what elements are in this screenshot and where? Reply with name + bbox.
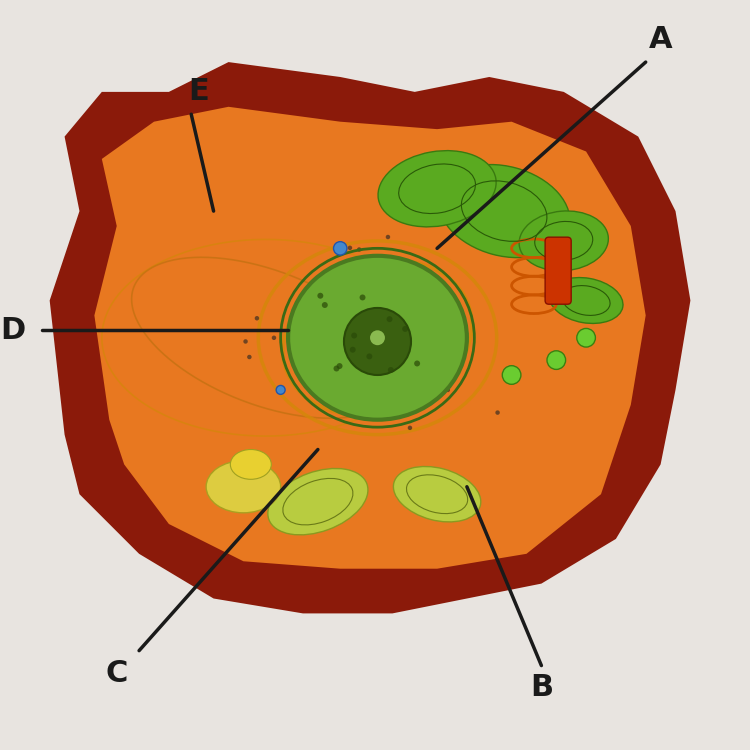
Ellipse shape: [547, 351, 566, 370]
Ellipse shape: [334, 242, 347, 255]
Ellipse shape: [359, 295, 365, 301]
Ellipse shape: [370, 330, 385, 345]
Ellipse shape: [272, 335, 276, 340]
Ellipse shape: [367, 353, 372, 359]
Text: A: A: [649, 26, 673, 54]
Ellipse shape: [288, 256, 467, 420]
Text: D: D: [0, 316, 25, 345]
Ellipse shape: [388, 367, 394, 373]
Ellipse shape: [386, 235, 390, 239]
Ellipse shape: [276, 386, 285, 394]
Ellipse shape: [451, 349, 455, 353]
Ellipse shape: [549, 278, 623, 323]
Polygon shape: [94, 106, 646, 568]
Ellipse shape: [255, 316, 260, 320]
Ellipse shape: [243, 339, 248, 344]
Ellipse shape: [322, 302, 328, 308]
Polygon shape: [50, 62, 691, 614]
Ellipse shape: [350, 346, 355, 352]
Ellipse shape: [317, 292, 323, 298]
Ellipse shape: [348, 245, 352, 250]
Ellipse shape: [394, 466, 481, 522]
Ellipse shape: [354, 394, 358, 399]
Ellipse shape: [344, 308, 411, 375]
Ellipse shape: [206, 460, 280, 513]
Ellipse shape: [334, 365, 340, 371]
Ellipse shape: [386, 316, 392, 322]
Text: E: E: [188, 77, 209, 106]
Ellipse shape: [248, 355, 251, 359]
Ellipse shape: [318, 344, 322, 349]
Ellipse shape: [495, 410, 500, 415]
Ellipse shape: [446, 388, 450, 392]
Ellipse shape: [378, 151, 496, 226]
Ellipse shape: [351, 332, 357, 338]
FancyBboxPatch shape: [545, 237, 572, 304]
Ellipse shape: [357, 248, 362, 252]
Text: C: C: [106, 658, 128, 688]
Ellipse shape: [577, 328, 596, 347]
Ellipse shape: [438, 164, 570, 258]
Ellipse shape: [402, 326, 408, 332]
Ellipse shape: [408, 425, 413, 430]
Ellipse shape: [337, 363, 343, 369]
Ellipse shape: [414, 361, 420, 367]
Ellipse shape: [503, 366, 521, 384]
Ellipse shape: [230, 449, 272, 479]
Ellipse shape: [519, 211, 608, 271]
Text: B: B: [530, 674, 553, 703]
Ellipse shape: [268, 469, 368, 535]
